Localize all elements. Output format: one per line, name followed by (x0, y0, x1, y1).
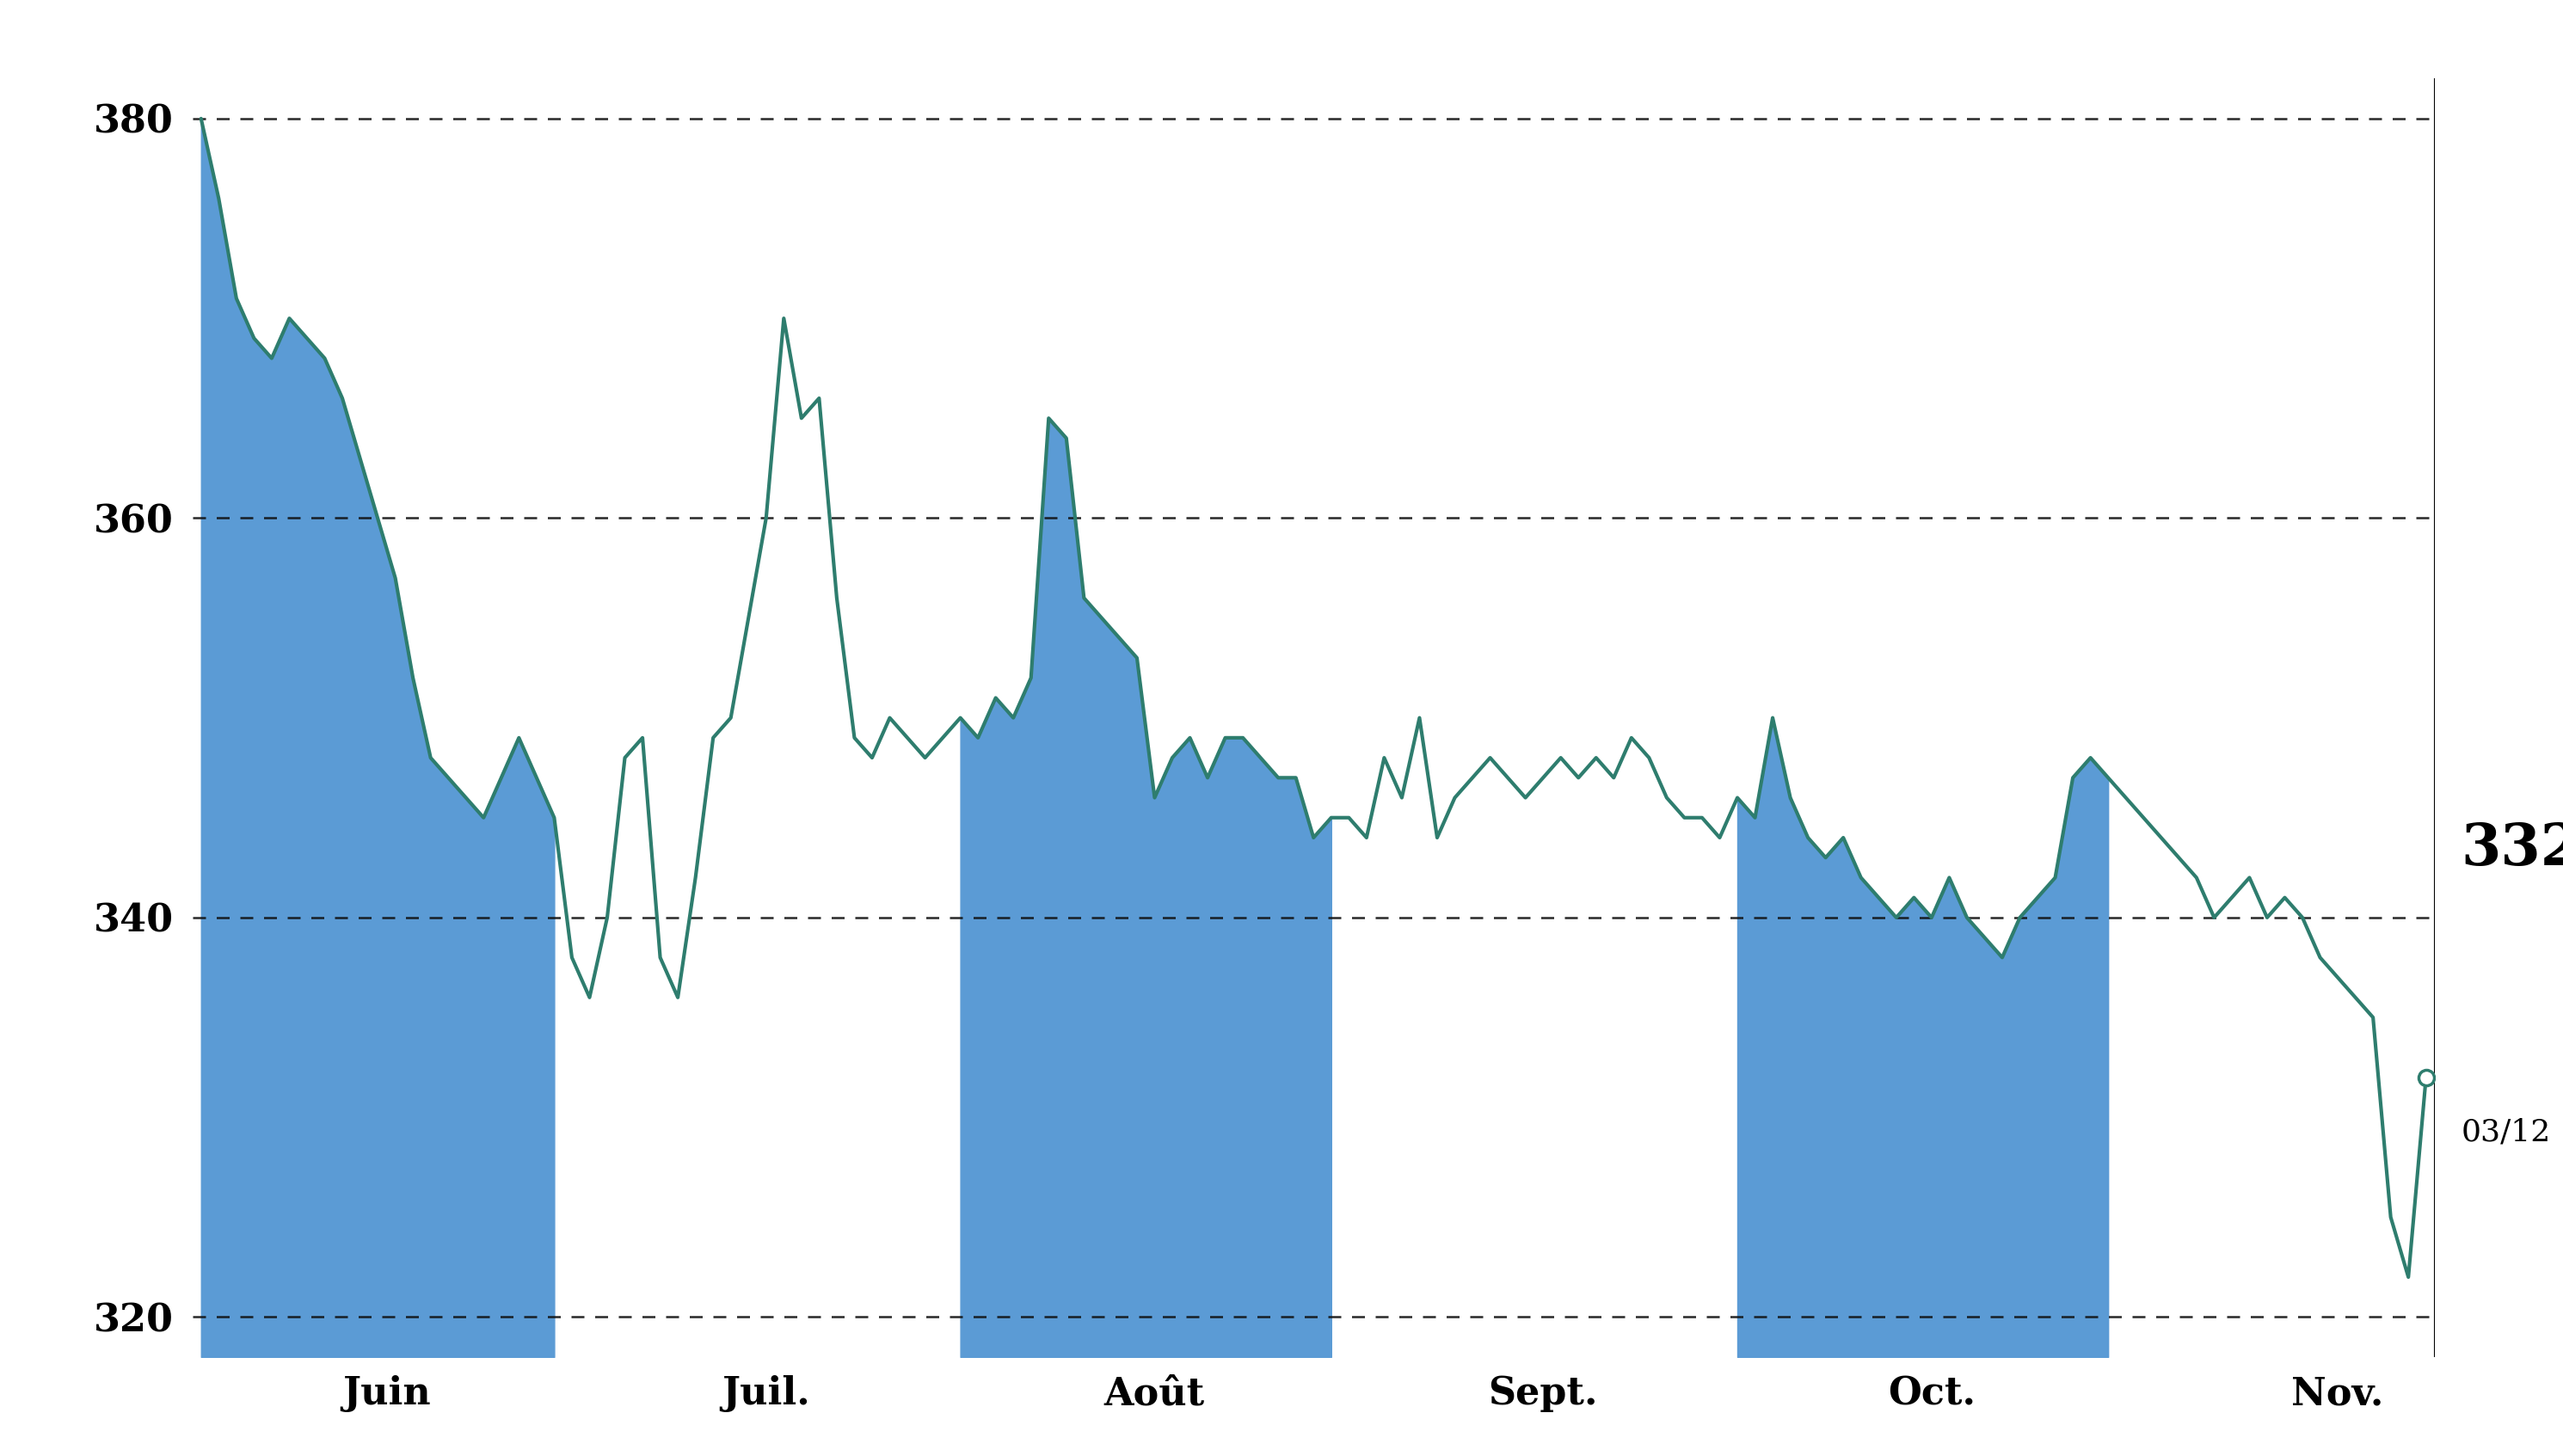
Text: 03/12: 03/12 (2460, 1117, 2550, 1146)
Text: COFIDUR: COFIDUR (1046, 15, 1517, 105)
Text: 332: 332 (2460, 821, 2563, 878)
